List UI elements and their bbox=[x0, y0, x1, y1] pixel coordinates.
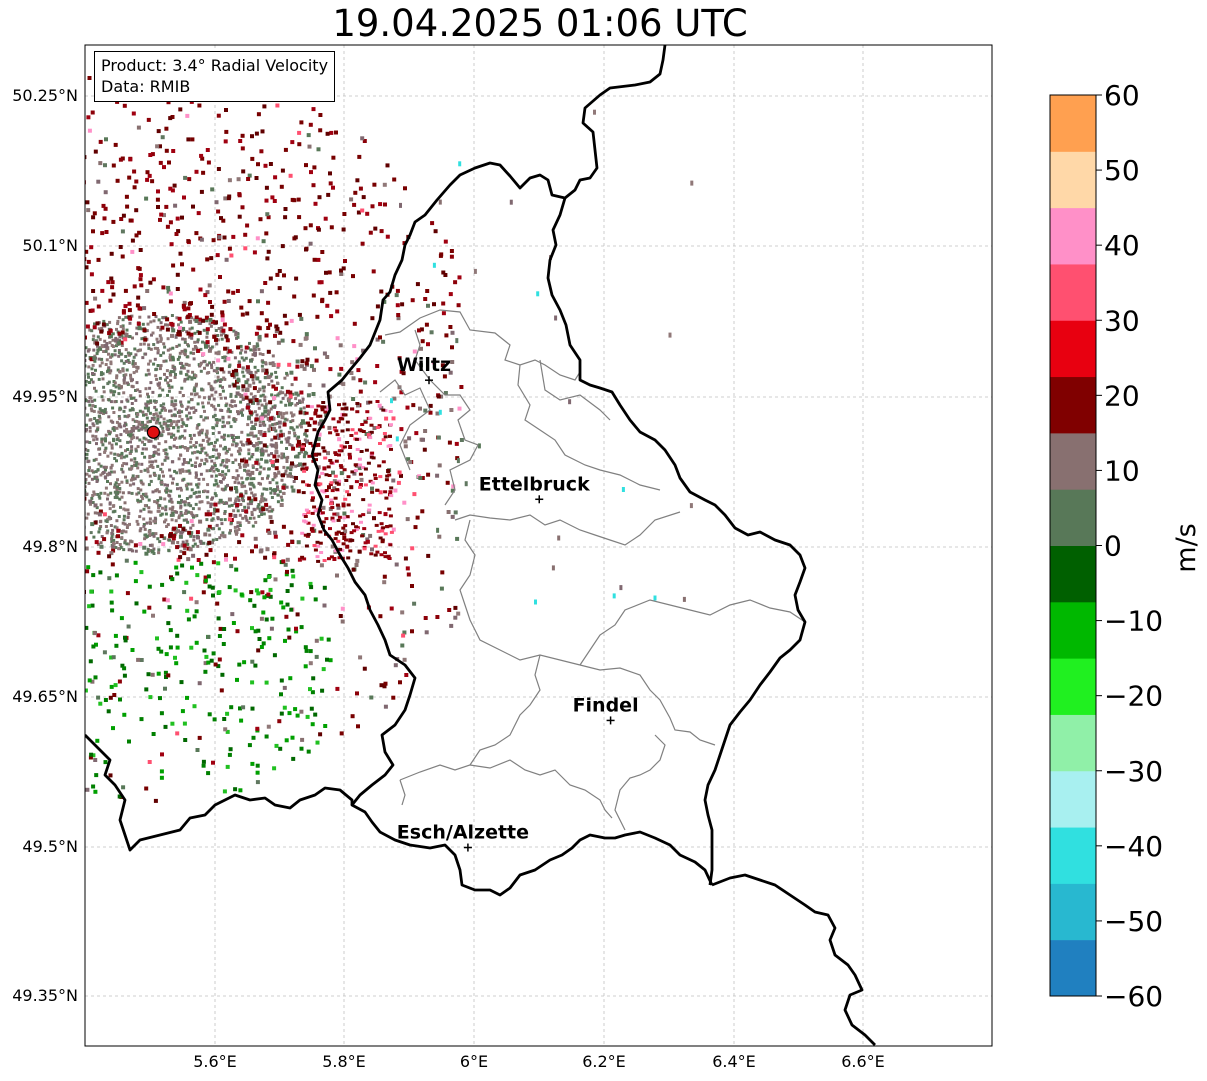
lat-tick-label: 49.65°N bbox=[12, 687, 78, 706]
colorbar-tick-label: 50 bbox=[1104, 154, 1140, 187]
colorbar-band bbox=[1050, 263, 1096, 321]
colorbar-band bbox=[1050, 883, 1096, 941]
map-title: 19.04.2025 01:06 UTC bbox=[332, 2, 748, 45]
lat-tick-label: 49.35°N bbox=[12, 986, 78, 1005]
colorbar-band bbox=[1050, 658, 1096, 715]
lon-tick-labels: 5.6°E 5.8°E 6°E 6.2°E 6.4°E 6.6°E bbox=[193, 1052, 885, 1071]
colorbar-tick-label: 10 bbox=[1104, 454, 1140, 487]
city-label: Findel bbox=[573, 694, 639, 716]
colorbar-band bbox=[1050, 827, 1096, 884]
city-label: Ettelbruck bbox=[479, 473, 590, 495]
radar-site-marker bbox=[146, 425, 160, 439]
lat-tick-label: 49.95°N bbox=[12, 387, 78, 406]
lat-tick-label: 50.1°N bbox=[22, 236, 78, 255]
national-borders bbox=[85, 45, 876, 1046]
colorbar-unit-label: m/s bbox=[1171, 523, 1202, 572]
colorbar-band bbox=[1050, 151, 1096, 209]
colorbar-band bbox=[1050, 432, 1096, 490]
colorbar-tick-label: 0 bbox=[1104, 530, 1122, 563]
city-findel: Findel bbox=[573, 694, 639, 725]
colorbar-tick-label: 60 bbox=[1104, 79, 1140, 112]
lat-tick-label: 50.25°N bbox=[12, 86, 78, 105]
city-esch-alzette: Esch/Alzette bbox=[397, 822, 529, 852]
lon-tick-label: 6.6°E bbox=[841, 1052, 885, 1071]
colorbar-band bbox=[1050, 714, 1096, 772]
colorbar-tick-label: −60 bbox=[1104, 980, 1163, 1013]
colorbar-tick-label: 40 bbox=[1104, 229, 1140, 262]
city-ettelbruck: Ettelbruck bbox=[479, 473, 590, 504]
city-markers: Wiltz Ettelbruck Findel Esch/Alzette bbox=[397, 354, 639, 852]
map-area bbox=[85, 45, 992, 1046]
colorbar-tick-label: −20 bbox=[1104, 680, 1163, 713]
colorbar-tick-label: −30 bbox=[1104, 755, 1163, 788]
product-info-box: Product: 3.4° Radial Velocity Data: RMIB bbox=[94, 51, 336, 102]
colorbar-band bbox=[1050, 545, 1096, 603]
colorbar-band bbox=[1050, 320, 1096, 378]
colorbar-tick-label: 20 bbox=[1104, 379, 1140, 412]
colorbar-band bbox=[1050, 95, 1096, 152]
lon-tick-label: 5.8°E bbox=[322, 1052, 366, 1071]
city-label: Esch/Alzette bbox=[397, 822, 529, 844]
city-label: Wiltz bbox=[397, 354, 451, 376]
colorbar-band bbox=[1050, 601, 1096, 659]
canton-boundaries bbox=[379, 309, 806, 831]
lon-tick-label: 6.2°E bbox=[582, 1052, 626, 1071]
lon-tick-label: 6°E bbox=[460, 1052, 488, 1071]
colorbar-band bbox=[1050, 770, 1096, 828]
colorbar-tick-label: −50 bbox=[1104, 905, 1163, 938]
data-source-label: Data: RMIB bbox=[101, 77, 191, 96]
city-wiltz: Wiltz bbox=[397, 354, 451, 385]
map-frame bbox=[84, 44, 993, 1047]
colorbar-band bbox=[1050, 489, 1096, 546]
lat-tick-label: 49.5°N bbox=[22, 837, 78, 856]
colorbar-tick-label: 30 bbox=[1104, 304, 1140, 337]
lon-tick-label: 5.6°E bbox=[193, 1052, 237, 1071]
lat-tick-label: 49.8°N bbox=[22, 537, 78, 556]
lon-tick-label: 6.4°E bbox=[712, 1052, 756, 1071]
velocity-colorbar: 60 50 40 30 20 10 0 −10 −20 −30 −40 −50 −60 m/s bbox=[1049, 79, 1202, 1013]
colorbar-tick-label: −10 bbox=[1104, 605, 1163, 638]
colorbar-band bbox=[1050, 939, 1096, 997]
radar-velocity-echoes bbox=[85, 64, 694, 803]
product-label: Product: 3.4° Radial Velocity bbox=[101, 56, 329, 75]
colorbar-band bbox=[1050, 207, 1096, 265]
colorbar-tick-label: −40 bbox=[1104, 830, 1163, 863]
lat-tick-labels: 50.25°N 50.1°N 49.95°N 49.8°N 49.65°N 49… bbox=[12, 86, 78, 1005]
colorbar-band bbox=[1050, 376, 1096, 434]
